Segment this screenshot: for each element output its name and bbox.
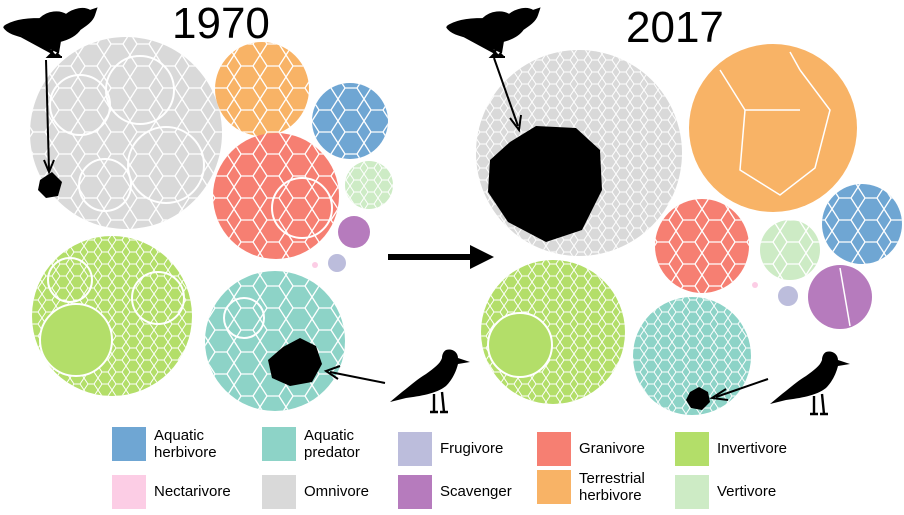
legend-label: Invertivore [717, 440, 788, 458]
legend-swatch [675, 475, 709, 509]
frugivore-bubble-2017 [778, 286, 798, 306]
gull-share-1970 [268, 338, 322, 386]
legend-label: Scavenger [440, 483, 512, 501]
gull-share-2017 [686, 387, 710, 410]
terrestrial-herbivore-bubble-2017 [689, 44, 857, 212]
legend-item-frugivore: Frugivore [398, 432, 503, 466]
legend-item-aquatic-predator: Aquatic predator [262, 427, 360, 462]
legend-item-nectarivore: Nectarivore [112, 475, 231, 509]
nectarivore-bubble-2017 [752, 282, 758, 288]
legend-swatch [398, 432, 432, 466]
legend-item-terrestrial-herbivore: Terrestrial herbivore [537, 470, 645, 505]
legend-swatch [262, 427, 296, 462]
frugivore-bubble-1970 [328, 254, 346, 272]
legend-swatch [537, 470, 571, 505]
arrow-icon [493, 57, 519, 127]
gull-silhouette-icon [388, 348, 472, 414]
legend-label: Granivore [579, 440, 645, 458]
panel-2017 [446, 7, 902, 416]
arrow-icon [45, 59, 50, 171]
nectarivore-bubble-1970 [312, 262, 318, 268]
panel-1970 [3, 7, 472, 414]
legend-label: Aquatic herbivore [154, 427, 217, 462]
legend-swatch [675, 432, 709, 466]
arrow-icon [329, 371, 386, 384]
legend-swatch [112, 427, 146, 462]
scavenger-bubble-2017 [808, 265, 872, 329]
legend-swatch [398, 475, 432, 509]
legend-item-scavenger: Scavenger [398, 475, 512, 509]
legend-item-invertivore: Invertivore [675, 432, 787, 466]
legend-label: Frugivore [440, 440, 504, 458]
peacock-share-2017 [488, 126, 602, 242]
peacock-silhouette-icon [446, 7, 540, 58]
arrow-icon [715, 378, 769, 398]
scavenger-bubble-1970 [338, 216, 370, 248]
year-2017-label: 2017 [626, 3, 724, 52]
legend-item-omnivore: Omnivore [262, 475, 369, 509]
gull-silhouette-icon [768, 350, 852, 416]
peacock-share-1970 [38, 172, 62, 198]
legend-label: Aquatic predator [304, 427, 360, 462]
legend-swatch [537, 432, 571, 466]
time-arrow-icon [388, 245, 494, 269]
year-1970-label: 1970 [172, 0, 270, 48]
legend-label: Terrestrial herbivore [579, 470, 645, 505]
legend-swatch [112, 475, 146, 509]
legend-item-granivore: Granivore [537, 432, 645, 466]
legend-swatch [262, 475, 296, 509]
legend-item-aquatic-herbivore: Aquatic herbivore [112, 427, 217, 462]
legend-label: Omnivore [304, 483, 370, 501]
legend-label: Nectarivore [154, 483, 231, 501]
legend-item-vertivore: Vertivore [675, 475, 776, 509]
guild-legend: Aquatic herbivore Aquatic predator Frugi… [112, 425, 802, 515]
legend-label: Vertivore [717, 483, 777, 501]
